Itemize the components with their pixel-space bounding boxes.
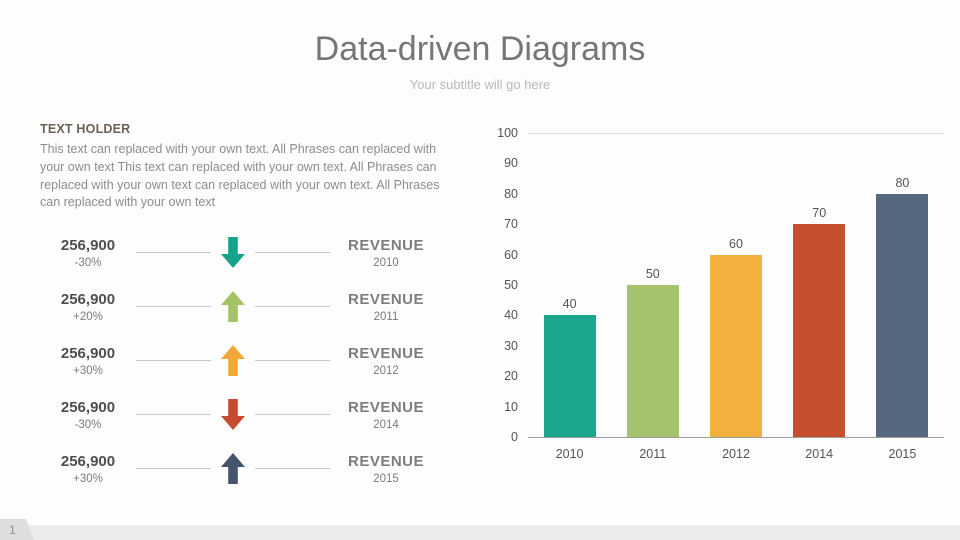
revenue-row: 256,900 -30% REVENUE 2010 xyxy=(40,231,442,274)
revenue-row: 256,900 -30% REVENUE 2014 xyxy=(40,393,442,436)
bar-data-label: 60 xyxy=(729,236,743,251)
arrow-down-icon xyxy=(221,399,245,430)
bar-2010 xyxy=(543,315,596,437)
revenue-list: 256,900 -30% REVENUE 2010 256,900 +20% xyxy=(40,231,442,490)
y-axis-tick-label: 70 xyxy=(504,217,518,232)
revenue-value: 256,900 xyxy=(60,344,116,362)
revenue-change: +30% xyxy=(73,364,103,377)
bar-chart: 100 90 80 70 60 50 40 30 20 10 0 40 50 60 xyxy=(492,126,944,461)
y-axis-tick-label: 80 xyxy=(504,186,518,201)
connector-line xyxy=(255,360,330,361)
bar-2012 xyxy=(710,254,762,437)
connector-line xyxy=(136,414,211,415)
revenue-value: 256,900 xyxy=(60,236,116,254)
revenue-label-block: REVENUE 2015 xyxy=(330,453,442,485)
revenue-label-block: REVENUE 2011 xyxy=(330,291,442,323)
bar-group: 70 xyxy=(778,133,861,437)
y-axis-tick-label: 0 xyxy=(511,430,518,444)
revenue-change: -30% xyxy=(74,418,102,431)
revenue-value-block: 256,900 -30% xyxy=(40,399,136,431)
bar-group: 50 xyxy=(611,133,694,437)
text-holder-section: TEXT HOLDER This text can replaced with … xyxy=(40,122,442,501)
x-axis-tick-label: 2015 xyxy=(888,447,917,461)
footer-strip xyxy=(0,525,960,540)
bar-2015 xyxy=(876,193,929,437)
chart-grid: 100 90 80 70 60 50 40 30 20 10 0 40 50 60 xyxy=(492,126,944,444)
revenue-row: 256,900 +20% REVENUE 2011 xyxy=(40,285,442,328)
revenue-label: REVENUE xyxy=(347,344,425,362)
revenue-label: REVENUE xyxy=(347,236,425,254)
revenue-year: 2010 xyxy=(373,256,399,269)
connector-line xyxy=(136,360,211,361)
bar-group: 80 xyxy=(861,133,944,437)
connector-line xyxy=(255,252,330,253)
page-number: 1 xyxy=(9,522,16,537)
plot-area: 40 50 60 70 xyxy=(528,133,944,438)
revenue-value: 256,900 xyxy=(60,452,116,470)
connector-line xyxy=(136,252,211,253)
page-title: Data-driven Diagrams xyxy=(314,30,646,68)
revenue-value-block: 256,900 +30% xyxy=(40,453,136,485)
y-axis-tick-label: 60 xyxy=(504,247,518,262)
bar-2014 xyxy=(793,224,846,437)
page-subtitle: Your subtitle will go here xyxy=(409,77,551,92)
x-axis: 2010 2011 2012 2014 2015 xyxy=(528,447,944,461)
arrow-up-icon xyxy=(221,345,245,376)
revenue-year: 2011 xyxy=(373,310,399,323)
text-holder-heading: TEXT HOLDER xyxy=(40,122,131,136)
top-gridline xyxy=(528,133,944,134)
bar-2011 xyxy=(626,285,679,437)
revenue-year: 2015 xyxy=(373,472,399,485)
revenue-row: 256,900 +30% REVENUE 2015 xyxy=(40,447,442,490)
revenue-year: 2012 xyxy=(373,364,399,377)
y-axis-tick-label: 100 xyxy=(497,126,518,140)
bar-group: 60 xyxy=(694,133,777,437)
arrow-down-icon xyxy=(221,237,245,268)
x-axis-tick-label: 2011 xyxy=(639,447,667,461)
text-holder-body: This text can replaced with your own tex… xyxy=(40,142,440,210)
y-axis-tick-label: 30 xyxy=(504,338,518,353)
y-axis-tick-label: 50 xyxy=(504,278,518,292)
revenue-value: 256,900 xyxy=(60,398,116,416)
revenue-row: 256,900 +30% REVENUE 2012 xyxy=(40,339,442,382)
revenue-value: 256,900 xyxy=(60,290,116,308)
connector-line xyxy=(136,306,211,307)
revenue-value-block: 256,900 +20% xyxy=(40,291,136,323)
revenue-label-block: REVENUE 2012 xyxy=(330,345,442,377)
bar-data-label: 70 xyxy=(812,206,827,221)
bar-data-label: 40 xyxy=(562,297,577,312)
connector-line xyxy=(136,468,211,469)
connector-line xyxy=(255,468,330,469)
revenue-value-block: 256,900 -30% xyxy=(40,237,136,269)
revenue-change: +20% xyxy=(73,310,103,323)
y-axis-tick-label: 90 xyxy=(504,156,518,171)
revenue-change: +30% xyxy=(73,472,103,485)
x-axis-tick-label: 2014 xyxy=(805,447,834,461)
revenue-label: REVENUE xyxy=(347,398,425,416)
arrow-up-icon xyxy=(221,291,245,322)
revenue-value-block: 256,900 +30% xyxy=(40,345,136,377)
revenue-label: REVENUE xyxy=(347,290,425,308)
revenue-label: REVENUE xyxy=(347,452,425,470)
y-axis-tick-label: 40 xyxy=(504,308,518,323)
bar-data-label: 50 xyxy=(645,267,660,281)
bar-data-label: 80 xyxy=(895,175,910,190)
arrow-up-icon xyxy=(221,453,245,484)
revenue-label-block: REVENUE 2010 xyxy=(330,237,442,269)
slide-header: Data-driven Diagrams Your subtitle will … xyxy=(0,30,960,92)
y-axis: 100 90 80 70 60 50 40 30 20 10 0 xyxy=(492,126,528,444)
revenue-change: -30% xyxy=(74,256,102,269)
revenue-label-block: REVENUE 2014 xyxy=(330,399,442,431)
y-axis-tick-label: 10 xyxy=(504,399,518,414)
connector-line xyxy=(255,414,330,415)
x-axis-tick-label: 2010 xyxy=(555,447,584,461)
y-axis-tick-label: 20 xyxy=(504,369,518,384)
bar-group: 40 xyxy=(528,133,611,437)
revenue-year: 2014 xyxy=(373,418,399,431)
x-axis-tick-label: 2012 xyxy=(722,447,750,461)
page-number-tab: 1 xyxy=(0,519,34,540)
connector-line xyxy=(255,306,330,307)
bars-container: 40 50 60 70 xyxy=(528,133,944,437)
